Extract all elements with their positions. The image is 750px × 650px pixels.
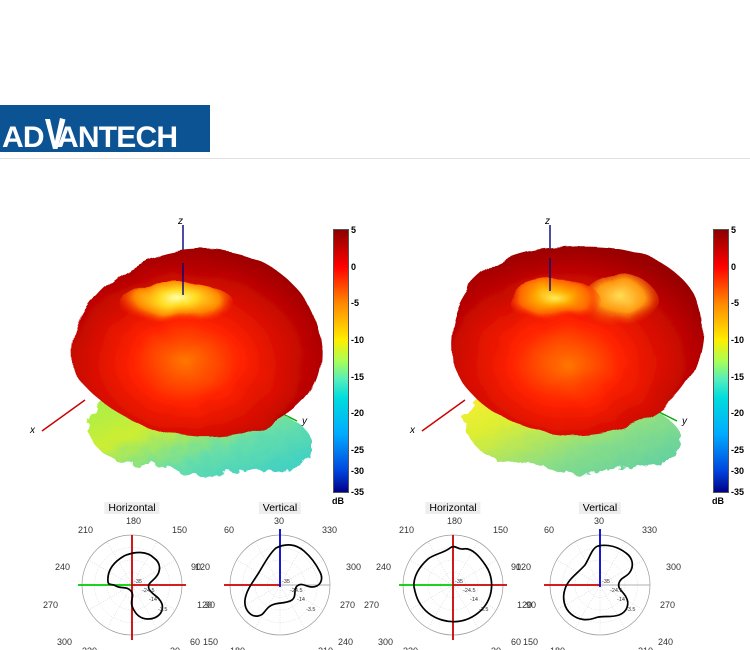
svg-text:-14: -14 [470, 597, 478, 603]
svg-text:-3.5: -3.5 [626, 607, 635, 613]
svg-text:-24.5: -24.5 [142, 588, 155, 594]
svg-text:-24.5: -24.5 [463, 588, 476, 594]
svg-text:-3.5: -3.5 [158, 607, 167, 613]
svg-text:-24.5: -24.5 [290, 588, 303, 594]
svg-text:ANTECH: ANTECH [57, 121, 177, 152]
svg-text:-35: -35 [455, 579, 463, 585]
svg-text:-14: -14 [297, 597, 305, 603]
svg-text:-24.5: -24.5 [610, 588, 623, 594]
svg-text:-3.5: -3.5 [479, 607, 488, 613]
svg-text:-3.5: -3.5 [306, 607, 315, 613]
svg-text:-35: -35 [282, 579, 290, 585]
svg-text:AD: AD [2, 121, 44, 152]
svg-text:-14: -14 [617, 597, 625, 603]
svg-text:-35: -35 [602, 579, 610, 585]
svg-text:-35: -35 [134, 579, 142, 585]
svg-text:-14: -14 [149, 597, 157, 603]
